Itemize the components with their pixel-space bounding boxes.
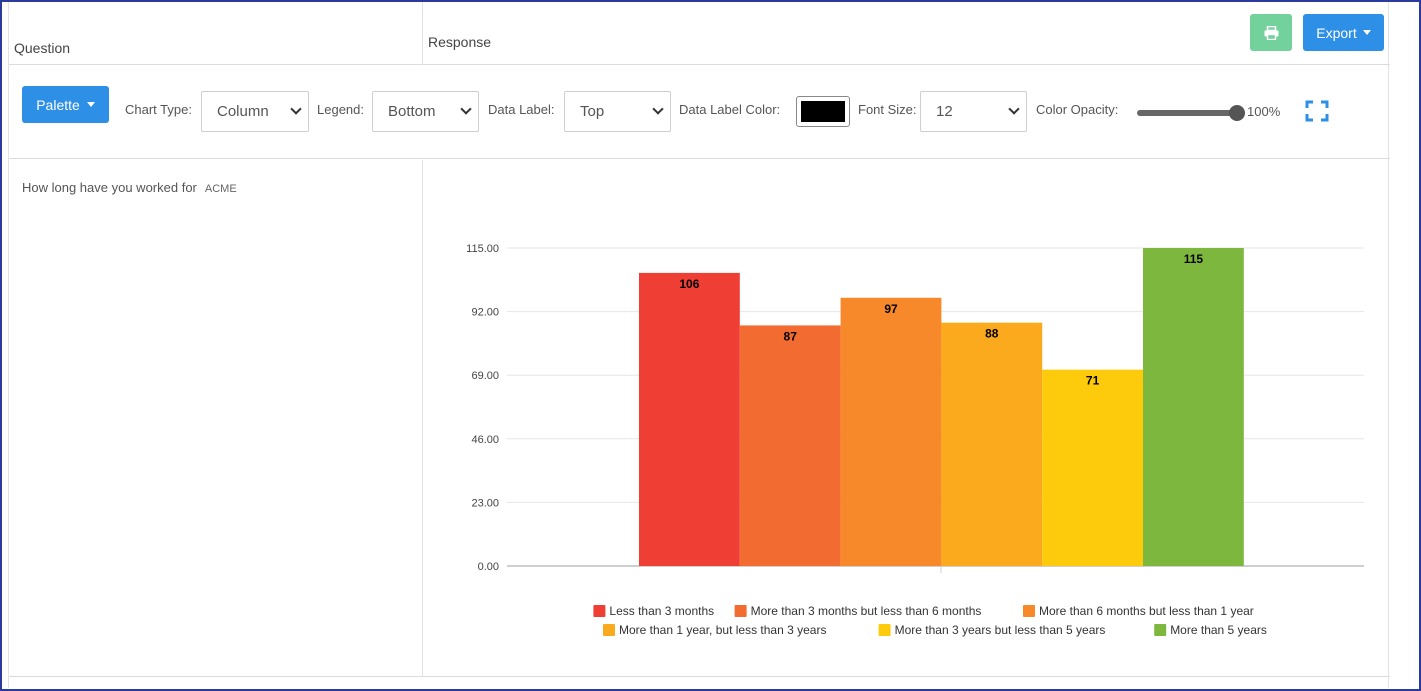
font-size-value: 12 — [936, 103, 953, 120]
export-button[interactable]: Export — [1303, 14, 1384, 51]
font-size-select[interactable]: 12 — [920, 91, 1027, 132]
legend-label: More than 3 years but less than 5 years — [895, 623, 1106, 637]
legend-swatch — [878, 624, 891, 636]
data-label-label: Data Label: — [488, 102, 555, 117]
chart-bar — [739, 325, 841, 566]
color-swatch — [801, 101, 845, 122]
legend-swatch — [603, 624, 615, 636]
question-text: How long have you worked for ACME — [22, 180, 237, 195]
bar-data-label: 87 — [784, 329, 798, 343]
color-opacity-slider[interactable] — [1137, 105, 1245, 121]
data-label-value: Top — [580, 103, 605, 120]
company-tag: ACME — [204, 183, 237, 195]
chart-type-label: Chart Type: — [125, 102, 192, 117]
bar-data-label: 97 — [884, 302, 898, 316]
data-label-color-label: Data Label Color: — [679, 102, 781, 117]
chevron-down-icon — [290, 103, 302, 115]
question-row: How long have you worked for ACME 0.00 23.… — [9, 160, 1390, 677]
legend-item: More than 1 year, but less than 3 years — [603, 623, 826, 637]
legend-item: Less than 3 months — [593, 604, 714, 618]
palette-button-label: Palette — [36, 96, 80, 113]
data-label-color-picker[interactable] — [796, 96, 850, 127]
legend-label: More than 5 years — [1170, 623, 1267, 637]
print-icon — [1264, 25, 1278, 40]
fullscreen-icon[interactable] — [1305, 100, 1329, 122]
chevron-down-icon — [652, 103, 664, 115]
chart-bar — [1143, 248, 1244, 566]
chart-type-select[interactable]: Column — [201, 91, 309, 132]
y-tick-label: 92.00 — [471, 307, 499, 319]
legend-label: More than 1 year, but less than 3 years — [619, 623, 826, 637]
bar-data-label: 115 — [1184, 252, 1204, 266]
chart-data-labels: 106 87 97 88 71 115 — [679, 252, 1203, 388]
legend-swatch — [1023, 605, 1035, 617]
question-label: How long have you worked for — [22, 180, 197, 195]
data-label-select[interactable]: Top — [564, 91, 671, 132]
legend-label: More than 6 months but less than 1 year — [1039, 604, 1254, 618]
chart-legend: Less than 3 months More than 3 months but… — [593, 604, 1267, 637]
color-opacity-label: Color Opacity: — [1036, 102, 1119, 117]
legend-label: More than 3 months but less than 6 month… — [751, 604, 982, 618]
bar-data-label: 71 — [1086, 374, 1100, 388]
chevron-down-icon — [1008, 103, 1020, 115]
chart-toolbar: Palette Chart Type: Column Legend: Botto… — [9, 66, 1390, 159]
legend-label: Legend: — [317, 102, 364, 117]
chart-bar — [639, 272, 740, 566]
chart-bar — [1042, 369, 1143, 566]
chart-y-axis: 0.00 23.00 46.00 69.00 92.00 115.00 — [466, 243, 499, 573]
y-tick-label: 23.00 — [471, 497, 499, 509]
export-button-label: Export — [1316, 24, 1357, 41]
y-tick-label: 0.00 — [478, 561, 499, 573]
y-tick-label: 115.00 — [466, 243, 499, 255]
response-chart: 0.00 23.00 46.00 69.00 92.00 115.00 106 87 97 88… — [466, 243, 1364, 637]
font-size-label: Font Size: — [858, 102, 917, 117]
legend-select[interactable]: Bottom — [372, 91, 479, 132]
print-button[interactable] — [1250, 14, 1292, 51]
legend-item: More than 3 months but less than 6 month… — [734, 604, 982, 618]
slider-handle[interactable] — [1229, 105, 1245, 121]
legend-swatch — [734, 605, 747, 617]
caret-down-icon — [1362, 30, 1371, 35]
legend-item: More than 3 years but less than 5 years — [878, 623, 1106, 637]
bar-data-label: 88 — [985, 327, 999, 341]
y-tick-label: 69.00 — [471, 370, 499, 382]
chart-bar — [840, 297, 942, 566]
column-divider — [422, 2, 423, 65]
legend-swatch — [1154, 624, 1167, 636]
question-column-header: Question — [14, 40, 71, 56]
chart-type-value: Column — [217, 103, 269, 120]
y-tick-label: 46.00 — [471, 434, 499, 446]
legend-item: More than 6 months but less than 1 year — [1023, 604, 1254, 618]
color-opacity-value: 100% — [1247, 104, 1281, 119]
legend-label: Less than 3 months — [609, 604, 714, 618]
response-column-header: Response — [428, 34, 492, 50]
report-panel: Question Response Export Palette Chart T… — [8, 2, 1390, 688]
column-divider — [422, 160, 423, 677]
chart-bars — [639, 248, 1244, 566]
legend-item: More than 5 years — [1154, 623, 1267, 637]
palette-button[interactable]: Palette — [22, 86, 109, 123]
legend-value: Bottom — [388, 103, 436, 120]
table-header: Question Response Export — [9, 2, 1390, 65]
legend-swatch — [593, 605, 606, 617]
caret-down-icon — [86, 102, 95, 107]
bar-data-label: 106 — [679, 277, 699, 291]
chevron-down-icon — [460, 103, 472, 115]
chart-bar — [941, 322, 1043, 566]
